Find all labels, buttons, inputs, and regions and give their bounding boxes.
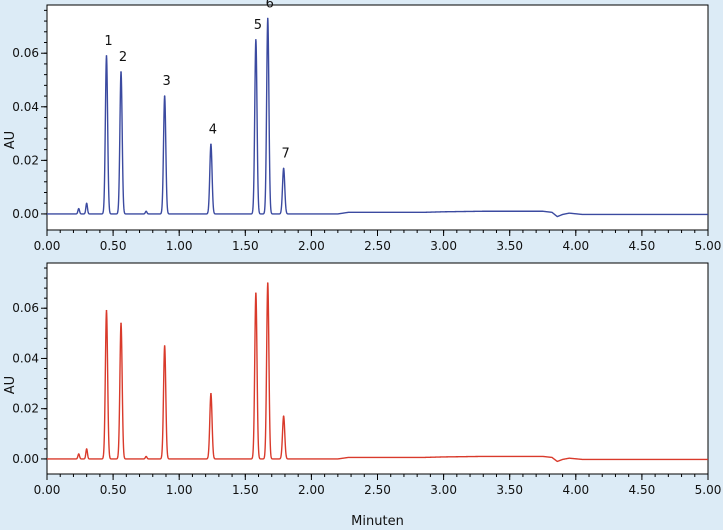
x-tick-label: 0.00 xyxy=(34,239,61,253)
y-tick-label: 0.00 xyxy=(12,452,39,466)
peak-apex xyxy=(120,71,122,73)
x-tick-label: 3.50 xyxy=(496,239,523,253)
peak-apex xyxy=(120,322,122,325)
y-tick-label: 0.04 xyxy=(12,351,39,365)
peak-apex xyxy=(282,167,285,170)
peak-label: 5 xyxy=(254,18,262,33)
x-tick-label: 1.50 xyxy=(232,483,259,497)
peak-label: 6 xyxy=(266,0,274,11)
x-tick-label: 4.00 xyxy=(562,483,589,497)
x-tick-label: 3.00 xyxy=(430,483,457,497)
y-tick-label: 0.02 xyxy=(12,153,39,167)
x-tick-label: 4.50 xyxy=(629,239,656,253)
peak-apex xyxy=(105,55,108,57)
peak-label: 7 xyxy=(281,146,289,161)
peak-apex xyxy=(210,143,212,146)
y-tick-label: 0.00 xyxy=(12,207,39,221)
plot-area xyxy=(46,262,709,475)
x-tick-label: 5.00 xyxy=(695,483,722,497)
x-tick-label: 1.00 xyxy=(166,483,193,497)
top-chromatogram-panel: 0.00 0.50 1.00 1.50 2.00 2.50 3.00 3.50 4.00 4.50… xyxy=(3,0,721,283)
peak-apex xyxy=(266,282,269,284)
x-tick-label: 5.00 xyxy=(695,239,722,253)
peak-apex xyxy=(163,95,166,97)
peak-apex xyxy=(255,39,257,41)
x-axis-label: Minuten xyxy=(351,514,404,529)
x-tick-label: 3.00 xyxy=(430,239,457,253)
y-tick-label: 0.06 xyxy=(12,301,39,315)
x-tick-label: 4.50 xyxy=(629,483,656,497)
y-axis-label: AU xyxy=(3,131,18,149)
x-tick-label: 0.50 xyxy=(100,239,127,253)
y-tick-label: 0.06 xyxy=(12,46,39,60)
peak-apex xyxy=(282,415,285,418)
y-axis-label: AU xyxy=(3,376,18,394)
plot-area xyxy=(46,4,709,231)
x-tick-label: 0.00 xyxy=(34,483,61,497)
x-tick-label: 2.50 xyxy=(364,239,391,253)
chromatogram-trace xyxy=(46,18,709,218)
peak-label: 4 xyxy=(209,122,217,137)
x-tick-label: 3.50 xyxy=(496,483,523,497)
peak-apex xyxy=(210,392,212,395)
peak-apex xyxy=(163,345,166,347)
bottom-chromatogram-panel: 0.00 0.50 1.00 1.50 2.00 2.50 3.00 3.50 4.00 4.50… xyxy=(3,262,722,529)
x-tick-label: 4.00 xyxy=(562,239,589,253)
x-tick-label: 1.50 xyxy=(232,239,259,253)
peak-label: 2 xyxy=(119,50,127,65)
y-tick-label: 0.02 xyxy=(12,402,39,416)
x-tick-label: 0.50 xyxy=(100,483,127,497)
x-tick-label: 2.50 xyxy=(364,483,391,497)
peak-label: 3 xyxy=(163,74,171,89)
x-tick-label: 2.00 xyxy=(298,239,325,253)
peak-apex xyxy=(105,309,108,312)
y-tick-label: 0.04 xyxy=(12,100,39,114)
peak-apex xyxy=(266,17,269,20)
chromatogram-trace xyxy=(46,282,709,463)
peak-apex xyxy=(255,292,257,294)
peak-label: 1 xyxy=(104,34,112,49)
x-tick-label: 2.00 xyxy=(298,483,325,497)
x-tick-label: 1.00 xyxy=(166,239,193,253)
